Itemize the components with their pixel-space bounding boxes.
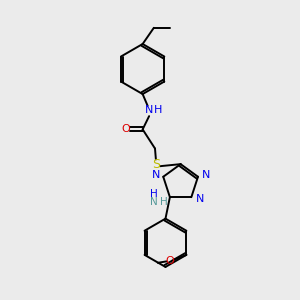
Text: S: S: [152, 158, 160, 171]
Text: H: H: [154, 105, 163, 115]
Text: O: O: [122, 124, 130, 134]
Text: N: N: [145, 105, 153, 115]
Text: N: N: [195, 194, 204, 204]
Text: H: H: [150, 189, 158, 199]
Text: N: N: [152, 170, 160, 180]
Text: N: N: [202, 170, 210, 180]
Text: N: N: [150, 196, 158, 207]
Text: H: H: [160, 196, 167, 207]
Text: O: O: [166, 256, 175, 266]
